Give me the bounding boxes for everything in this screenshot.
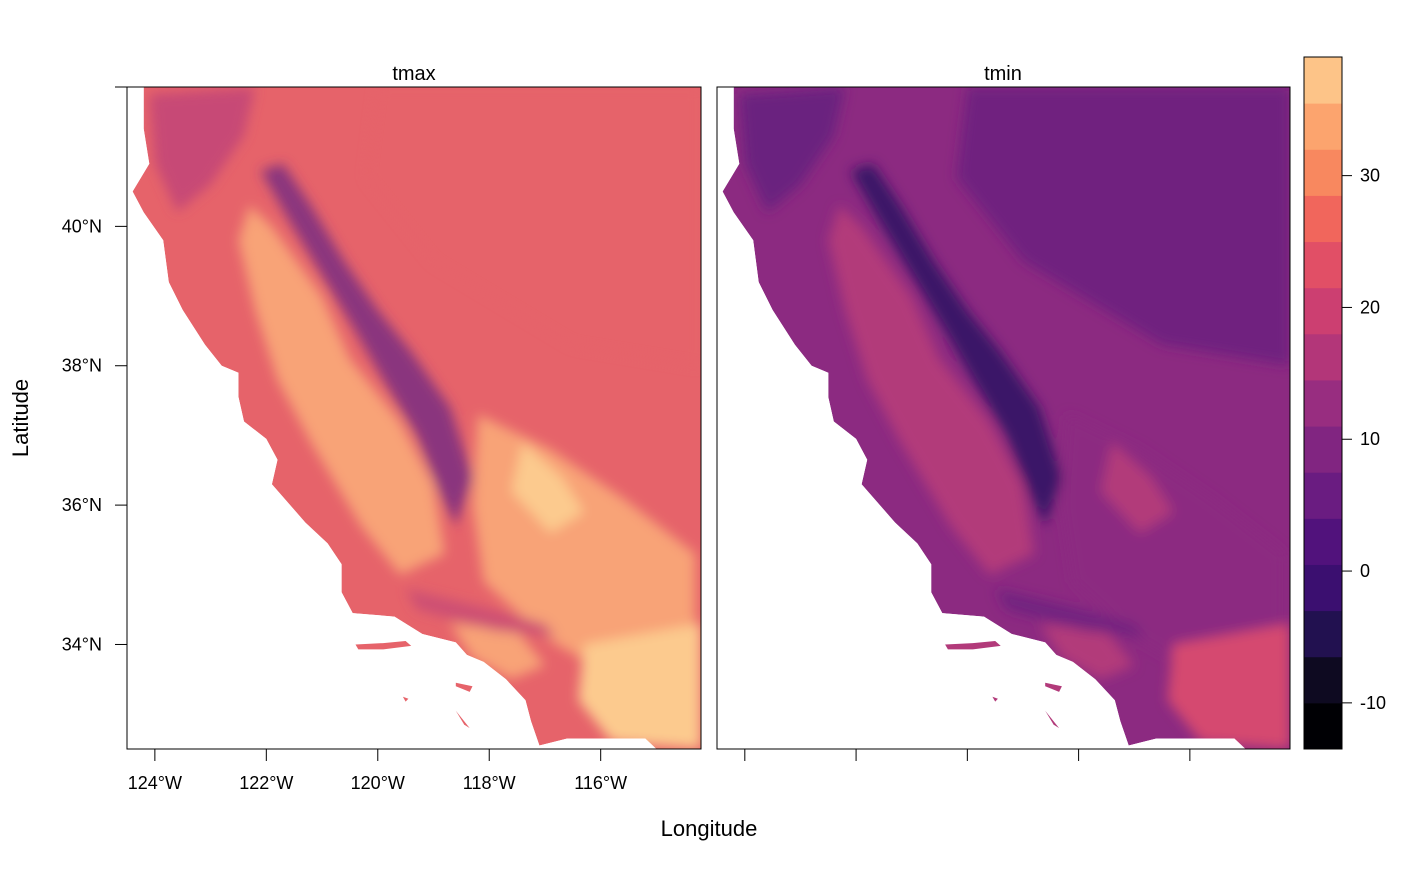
- colorbar: -10 0 10 20 30: [1303, 56, 1386, 750]
- colorbar-tick-label-4: 30: [1360, 166, 1380, 186]
- y-tick-label-2: 38°N: [62, 356, 102, 376]
- y-axis-title: Latitude: [8, 379, 33, 457]
- colorbar-bin-1: [1304, 656, 1342, 704]
- colorbar-bin-8: [1304, 333, 1342, 381]
- great-basin-zone: [956, 87, 1290, 366]
- central-valley-zone: [238, 205, 445, 575]
- x-tick-label-3: 118°W: [463, 773, 516, 793]
- colorbar-bin-0: [1304, 702, 1342, 750]
- colorbar-tick-label-3: 20: [1360, 297, 1380, 317]
- sierra-nevada-zone: [260, 163, 473, 526]
- panel-tmax-strip: tmax: [127, 57, 701, 87]
- panel-tmax: tmax: [126, 57, 702, 750]
- colorbar-bin-10: [1304, 241, 1342, 289]
- x-tick-label-4: 116°W: [574, 773, 627, 793]
- colorbar-bin-2: [1304, 610, 1342, 658]
- colorbar-tick-label-1: 0: [1360, 561, 1370, 581]
- colorbar-bin-12: [1304, 149, 1342, 196]
- x-axis: 124°W 122°W 120°W 118°W 116°W: [128, 749, 627, 793]
- y-tick-label-0: 34°N: [62, 634, 102, 654]
- death-valley-zone: [1100, 442, 1174, 533]
- map-tmax: [127, 87, 701, 749]
- panel-title-tmax: tmax: [392, 63, 435, 85]
- island-overlay-3: [455, 710, 470, 729]
- island-overlay-0: [355, 641, 412, 650]
- island-overlay-3: [1045, 710, 1060, 729]
- death-valley-zone: [511, 442, 584, 533]
- colorbar-bin-13: [1304, 103, 1342, 150]
- island-overlay-0: [945, 641, 1001, 650]
- island-overlay-2: [402, 696, 409, 702]
- panel-tmin-strip: tmin: [717, 57, 1290, 87]
- ocean: [717, 87, 1246, 749]
- central-valley-zone: [828, 205, 1035, 575]
- x-axis-title: Longitude: [661, 816, 758, 841]
- y-axis: 34°N 36°N 38°N 40°N: [62, 86, 127, 654]
- x-axis-tmin: [744, 749, 1191, 761]
- x-tick-label-1: 122°W: [239, 773, 293, 793]
- panel-tmin-frame: [716, 86, 1291, 750]
- colorbar-bin-3: [1304, 564, 1342, 612]
- y-tick-label-3: 40°N: [62, 216, 102, 236]
- klamath-zone: [149, 87, 256, 213]
- island-overlay-1: [1045, 682, 1062, 692]
- colorbar-frame: [1303, 56, 1343, 750]
- transverse-ranges-zone: [995, 588, 1146, 638]
- sierra-nevada-zone: [850, 163, 1062, 526]
- colorbar-tick-label-0: -10: [1360, 693, 1386, 713]
- colorbar-bin-11: [1304, 195, 1342, 243]
- colorbar-bin-9: [1304, 287, 1342, 335]
- colorbar-tick-label-2: 10: [1360, 429, 1380, 449]
- y-tick-label-1: 36°N: [62, 495, 102, 515]
- island-overlay-1: [455, 682, 473, 692]
- klamath-zone: [739, 87, 845, 213]
- x-tick-label-2: 120°W: [351, 773, 405, 793]
- colorbar-bin-4: [1304, 518, 1342, 565]
- island-overlay-2: [992, 696, 998, 702]
- colorbar-bin-5: [1304, 472, 1342, 519]
- imperial-valley-zone: [578, 623, 701, 749]
- great-basin-zone: [366, 87, 701, 366]
- temperature-field: [149, 87, 701, 749]
- temperature-field: [739, 87, 1290, 749]
- transverse-ranges-zone: [405, 588, 557, 638]
- imperial-valley-zone: [1167, 623, 1290, 749]
- panel-tmin: tmin: [716, 57, 1291, 750]
- panel-tmax-frame: [126, 86, 702, 750]
- ocean: [127, 87, 657, 749]
- la-basin-zone: [450, 623, 545, 680]
- x-tick-label-0: 124°W: [128, 773, 182, 793]
- panel-title-tmin: tmin: [984, 63, 1022, 85]
- la-basin-zone: [1039, 623, 1135, 680]
- colorbar-bin-7: [1304, 379, 1342, 427]
- colorbar-bin-14: [1304, 57, 1342, 104]
- colorbar-bin-6: [1304, 426, 1342, 473]
- map-tmin: [717, 87, 1290, 749]
